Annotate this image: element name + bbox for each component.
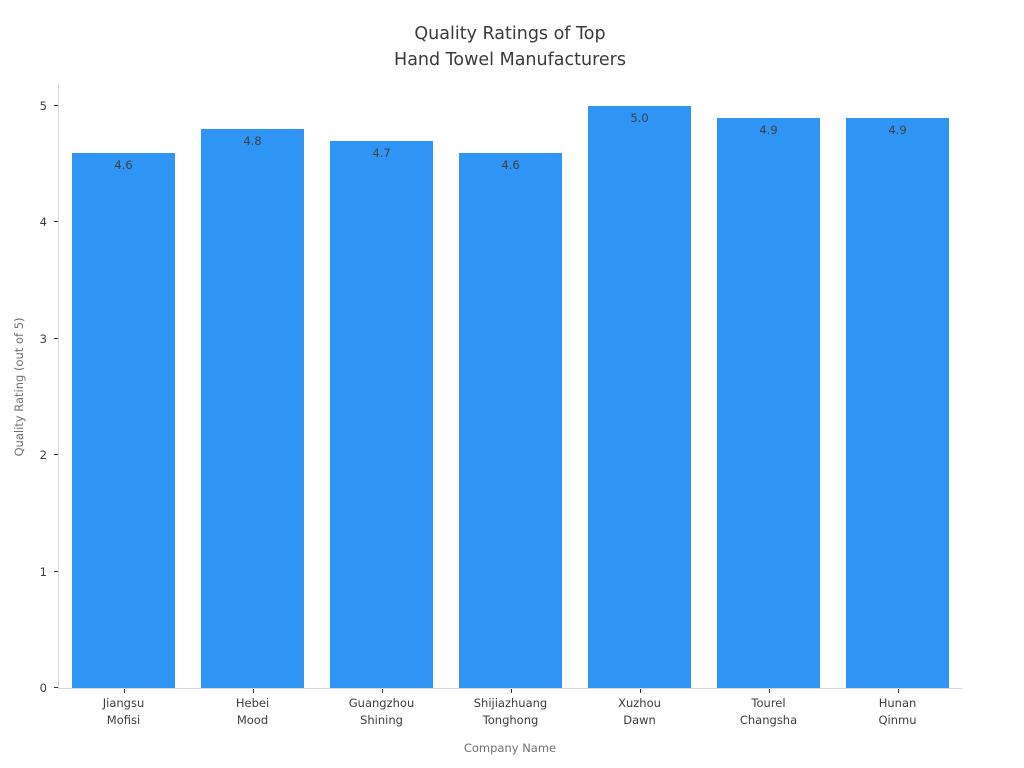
- bar: 4.9: [846, 117, 949, 688]
- bar-value-label: 4.8: [243, 134, 262, 149]
- y-tick-mark: [54, 687, 58, 688]
- x-tick-mark: [123, 689, 125, 693]
- x-tick-label: Guangzhou Shining: [348, 696, 415, 728]
- y-tick-label: 5: [39, 99, 47, 113]
- bar: 4.9: [717, 117, 820, 688]
- x-tick-label: Jiangsu Mofisi: [102, 696, 145, 728]
- bar-column: 4.8 Hebei Mood: [201, 106, 304, 727]
- y-tick-label: 1: [39, 564, 47, 579]
- y-tick-label: 3: [39, 331, 47, 346]
- bar-value-label: 4.9: [759, 122, 778, 137]
- x-tick-label: Xuzhou Dawn: [618, 696, 661, 728]
- x-tick-mark: [381, 689, 383, 693]
- bar: 5.0: [588, 106, 691, 688]
- x-tick-label: Hebei Mood: [235, 696, 270, 728]
- bars-layer: 4.6 Jiangsu Mofisi 4.8 Hebei Mood 4.7 Guangzh…: [59, 106, 962, 727]
- x-tick-mark: [768, 689, 770, 693]
- y-tick-mark: [54, 570, 58, 572]
- x-axis-label: Company Name: [463, 741, 557, 755]
- bar-value-label: 4.6: [114, 157, 133, 172]
- y-tick-mark: [54, 221, 58, 223]
- bar-value-label: 4.7: [372, 145, 391, 160]
- x-tick-label: Hunan Qinmu: [878, 696, 917, 728]
- x-tick-mark: [510, 689, 512, 693]
- y-tick-mark: [54, 105, 58, 106]
- bar-value-label: 4.9: [888, 122, 907, 137]
- y-tick-label: 4: [39, 215, 47, 230]
- y-tick-label: 2: [39, 448, 47, 463]
- bar: 4.8: [201, 129, 304, 688]
- x-tick-label: Shijiazhuang Tonghong: [473, 696, 548, 728]
- plot-area: 4.6 Jiangsu Mofisi 4.8 Hebei Mood 4.7 Guangzh…: [40, 85, 962, 727]
- bar-column: 4.9 Hunan Qinmu: [846, 106, 949, 727]
- x-tick-mark: [639, 689, 641, 693]
- bar: 4.6: [459, 152, 562, 688]
- bar: 4.6: [72, 152, 175, 688]
- y-tick-mark: [54, 454, 58, 456]
- bar-value-label: 5.0: [630, 111, 649, 125]
- x-tick-label: Tourel Changsha: [739, 696, 798, 728]
- y-tick-label: 0: [39, 681, 47, 695]
- bar-column: 4.6 Shijiazhuang Tonghong: [459, 106, 562, 727]
- bar: 4.7: [330, 140, 433, 688]
- bar-column: 4.9 Tourel Changsha: [717, 106, 820, 727]
- bar-value-label: 4.6: [501, 157, 520, 172]
- x-tick-mark: [897, 689, 899, 693]
- bar-column: 4.7 Guangzhou Shining: [330, 106, 433, 727]
- y-tick-mark: [54, 337, 58, 339]
- chart-title: Quality Ratings of Top Hand Towel Manufa…: [394, 24, 626, 71]
- bar-column: 5.0 Xuzhou Dawn: [588, 106, 691, 727]
- bar-column: 4.6 Jiangsu Mofisi: [72, 106, 175, 727]
- x-tick-mark: [252, 689, 254, 693]
